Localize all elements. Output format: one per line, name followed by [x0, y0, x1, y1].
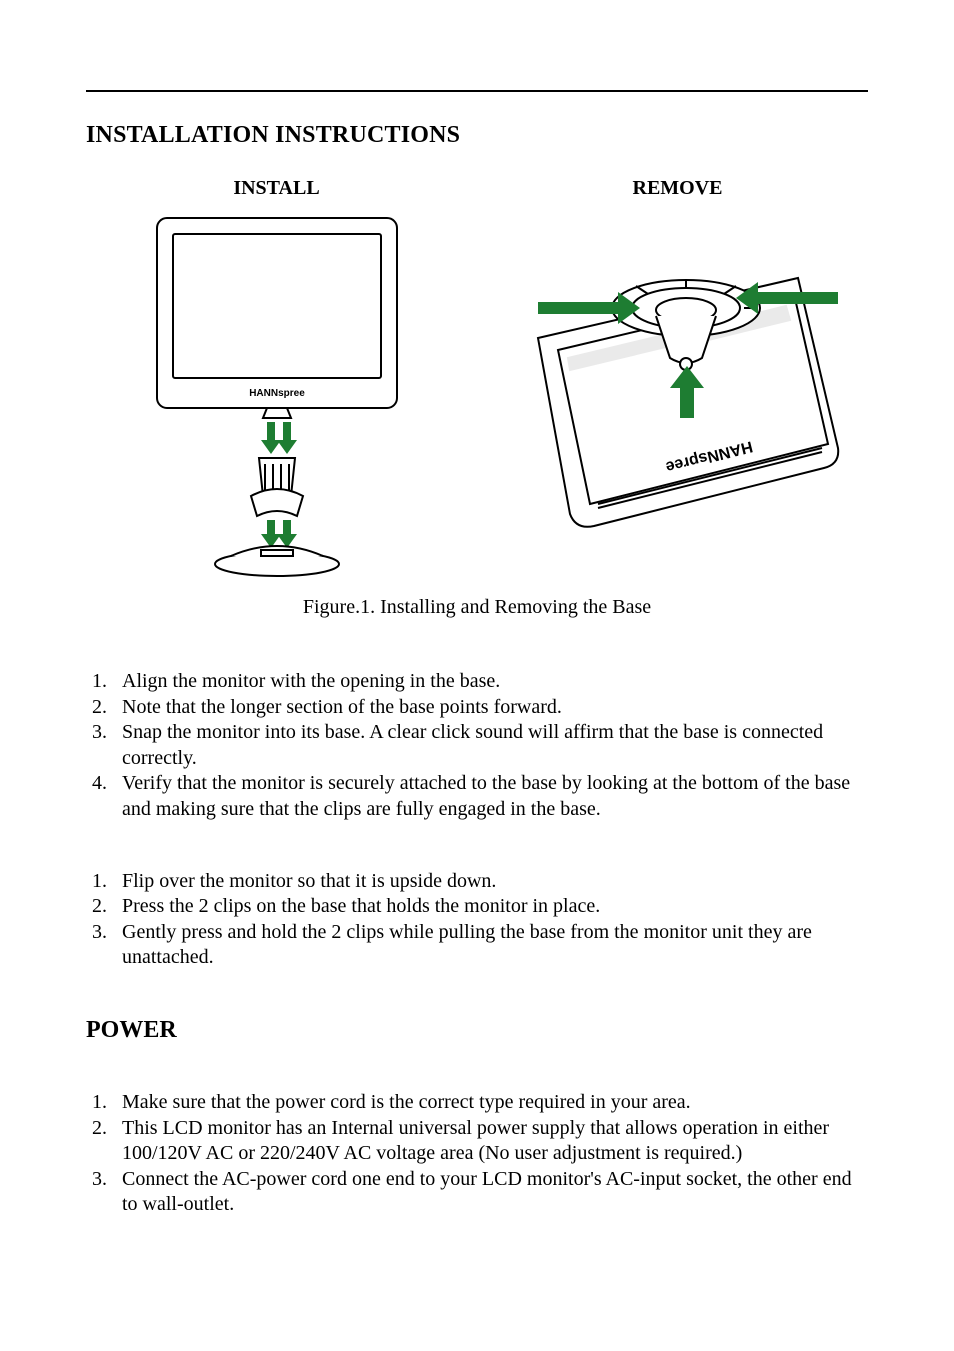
list-item: Flip over the monitor so that it is upsi… — [112, 869, 868, 895]
brand-text-front: HANNspree — [249, 388, 305, 399]
remove-diagram: HANNspree — [498, 208, 858, 548]
remove-steps-list: Flip over the monitor so that it is upsi… — [86, 869, 868, 971]
list-item: Verify that the monitor is securely atta… — [112, 771, 868, 822]
figure-install-cell: INSTALL HANNspree — [86, 177, 467, 578]
install-diagram: HANNspree — [127, 208, 427, 578]
power-steps-list: Make sure that the power cord is the cor… — [86, 1090, 868, 1218]
list-item: Connect the AC-power cord one end to you… — [112, 1167, 868, 1218]
list-item: Gently press and hold the 2 clips while … — [112, 920, 868, 971]
document-page: INSTALLATION INSTRUCTIONS INSTALL HANNsp… — [0, 0, 954, 1278]
list-item: This LCD monitor has an Internal univers… — [112, 1116, 868, 1167]
figure-row: INSTALL HANNspree — [86, 177, 868, 578]
top-rule — [86, 90, 868, 92]
list-item: Snap the monitor into its base. A clear … — [112, 720, 868, 771]
figure-caption: Figure.1. Installing and Removing the Ba… — [86, 596, 868, 619]
figure-install-label: INSTALL — [233, 177, 319, 200]
figure-remove-label: REMOVE — [633, 177, 723, 200]
heading-installation: INSTALLATION INSTRUCTIONS — [86, 122, 868, 149]
list-item: Note that the longer section of the base… — [112, 695, 868, 721]
list-item: Make sure that the power cord is the cor… — [112, 1090, 868, 1116]
list-item: Press the 2 clips on the base that holds… — [112, 894, 868, 920]
heading-power: POWER — [86, 1017, 868, 1044]
install-steps-list: Align the monitor with the opening in th… — [86, 669, 868, 823]
figure-remove-cell: REMOVE — [487, 177, 868, 548]
list-item: Align the monitor with the opening in th… — [112, 669, 868, 695]
